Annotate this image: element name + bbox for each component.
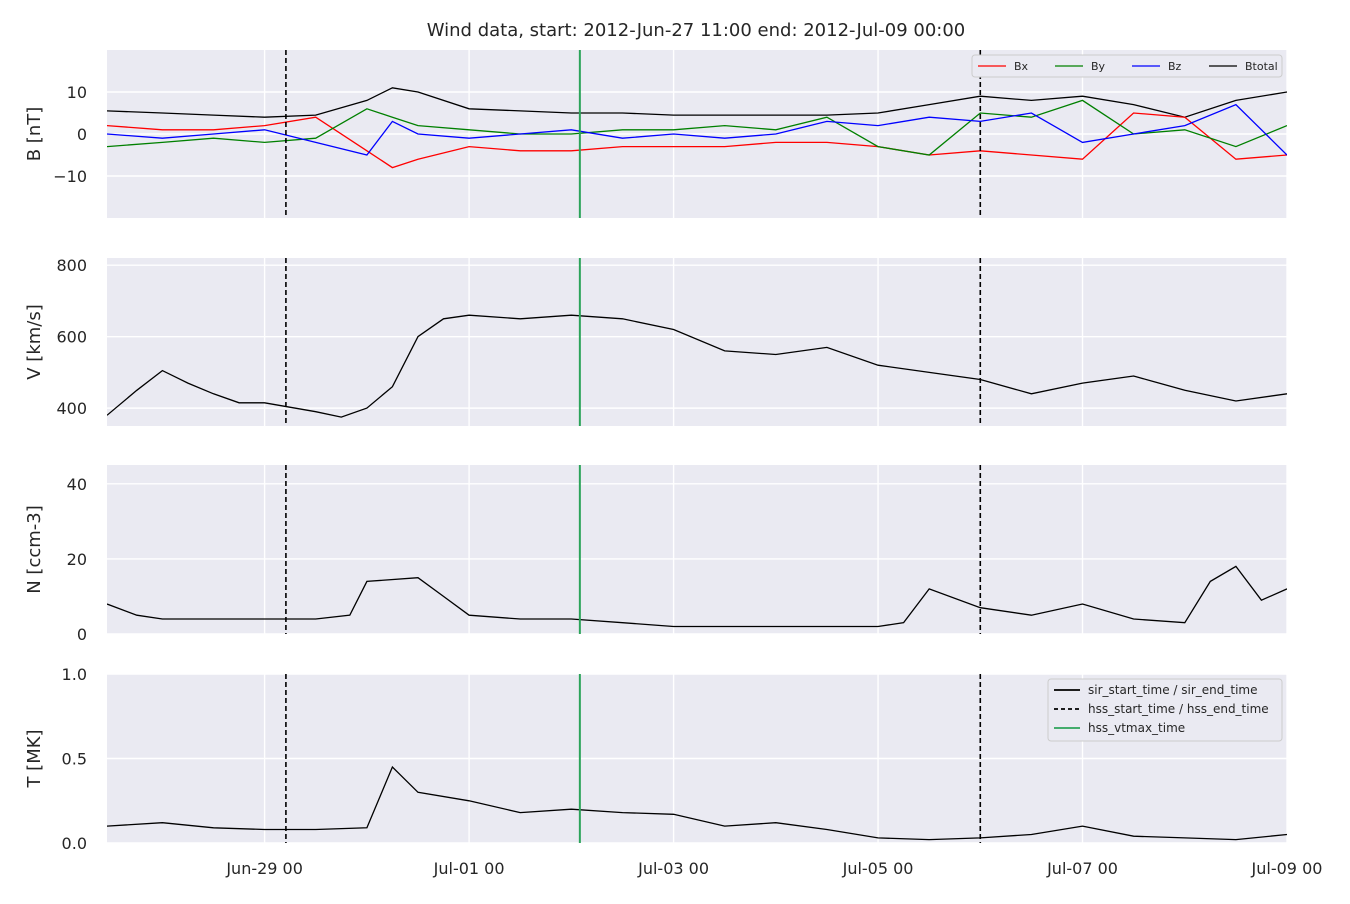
panel-n: 0 20 40 N [ccm-3] xyxy=(24,465,1288,644)
panel-b: −10 0 10 B [nT] Bx By Bz Btotal xyxy=(24,50,1288,218)
figure-title: Wind data, start: 2012-Jun-27 11:00 end:… xyxy=(427,20,966,41)
legend-label: By xyxy=(1091,60,1106,73)
legend-label: sir_start_time / sir_end_time xyxy=(1088,683,1258,697)
y-axis-label: T [MK] xyxy=(24,729,45,788)
series-line-bz xyxy=(107,103,1287,156)
y-tick-label: 800 xyxy=(56,256,87,275)
legend-t: sir_start_time / sir_end_time hss_start_t… xyxy=(1047,678,1283,742)
plot-area xyxy=(107,258,1287,426)
legend-label: hss_vtmax_time xyxy=(1088,721,1185,735)
y-tick-label: 0.0 xyxy=(62,834,87,853)
y-axis-label: B [nT] xyxy=(24,107,45,162)
series-group xyxy=(107,565,1287,628)
x-tick-label: Jul-03 00 xyxy=(637,859,709,878)
y-tick-label: 40 xyxy=(67,475,87,494)
panel-v: 400 600 800 V [km/s] xyxy=(24,256,1288,426)
series-group xyxy=(107,87,1287,169)
y-tick-label: 0 xyxy=(77,625,87,644)
y-axis-label: N [ccm-3] xyxy=(24,505,45,594)
legend-label: Bz xyxy=(1168,60,1182,73)
series-group xyxy=(107,314,1287,418)
series-line-t xyxy=(107,765,1287,841)
series-line-v xyxy=(107,314,1287,418)
series-line-n xyxy=(107,565,1287,628)
legend-b: Bx By Bz Btotal xyxy=(971,54,1283,78)
y-tick-label: 600 xyxy=(56,328,87,347)
legend-label: Bx xyxy=(1014,60,1029,73)
series-line-btotal xyxy=(107,87,1287,118)
y-tick-label: 10 xyxy=(67,83,87,102)
x-tick-label: Jul-09 00 xyxy=(1251,859,1323,878)
y-tick-label: 20 xyxy=(67,550,87,569)
panel-t: 0.0 0.5 1.0 T [MK] sir_start_time / sir_end_… xyxy=(24,665,1288,853)
y-tick-label: 0.5 xyxy=(62,750,87,769)
x-tick-label: Jul-07 00 xyxy=(1046,859,1118,878)
x-tick-label: Jul-05 00 xyxy=(842,859,914,878)
y-tick-label: 1.0 xyxy=(62,665,87,684)
legend-label: hss_start_time / hss_end_time xyxy=(1088,702,1269,716)
legend-label: Btotal xyxy=(1245,60,1278,73)
legend-frame xyxy=(971,54,1283,78)
plot-area xyxy=(107,465,1287,634)
y-tick-label: −10 xyxy=(53,167,87,186)
x-axis: Jun-29 00 Jul-01 00 Jul-03 00 Jul-05 00 Jul-… xyxy=(225,859,1322,878)
series-line-by xyxy=(107,99,1287,156)
legend-frame xyxy=(1047,678,1283,742)
y-tick-label: 0 xyxy=(77,125,87,144)
x-tick-label: Jul-01 00 xyxy=(433,859,505,878)
y-axis-label: V [km/s] xyxy=(24,304,45,379)
x-tick-label: Jun-29 00 xyxy=(225,859,303,878)
y-tick-label: 400 xyxy=(56,399,87,418)
series-line-bx xyxy=(107,112,1287,169)
series-group xyxy=(107,765,1287,841)
